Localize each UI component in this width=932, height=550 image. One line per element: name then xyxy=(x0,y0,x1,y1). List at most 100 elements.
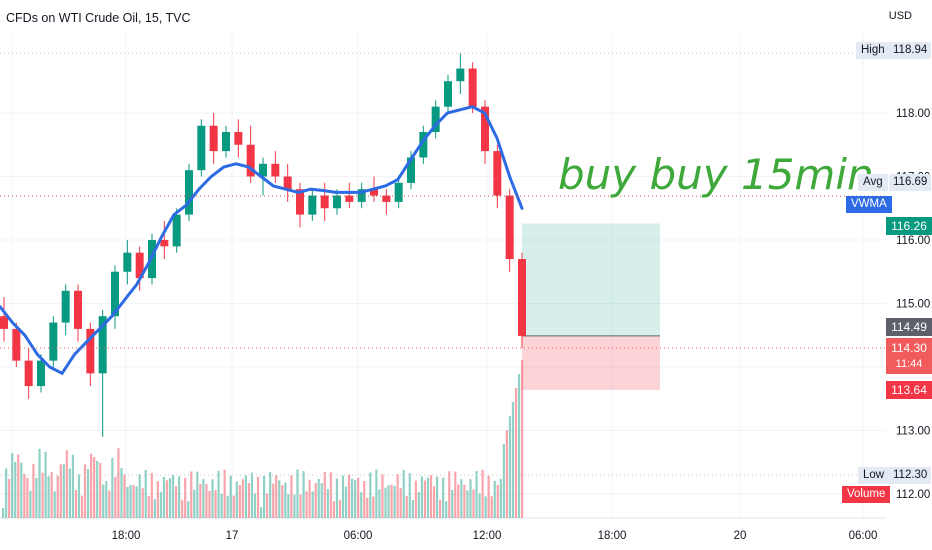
candle-body xyxy=(370,189,378,196)
volume-bar xyxy=(323,471,326,518)
target-zone xyxy=(522,223,660,336)
volume-bar xyxy=(490,496,493,518)
volume-bar xyxy=(93,457,96,518)
low-value: 112.30 xyxy=(889,467,932,484)
volume-bar xyxy=(226,495,229,518)
volume-bar xyxy=(111,457,114,518)
countdown-value: 11:44 xyxy=(895,358,923,370)
volume-bar xyxy=(511,402,515,518)
volume-bar xyxy=(454,471,457,518)
vwma-price-box: 116.26 xyxy=(886,217,932,235)
volume-bar xyxy=(363,481,366,518)
volume-bar xyxy=(393,485,396,518)
volume-bar xyxy=(514,388,518,518)
volume-bar xyxy=(517,374,521,518)
volume-bar xyxy=(378,489,381,518)
volume-bar xyxy=(311,491,314,518)
volume-bar xyxy=(217,471,220,518)
volume-bar xyxy=(196,471,199,518)
candle-body xyxy=(468,68,477,107)
volume-bar xyxy=(187,501,190,518)
candle-body xyxy=(308,195,317,215)
volume-bar xyxy=(278,480,281,518)
price-tick-label: 113.00 xyxy=(896,426,930,438)
volume-bar xyxy=(232,495,235,518)
price-tick-label: 116.00 xyxy=(896,235,930,247)
volume-bar xyxy=(520,360,524,518)
volume-bar xyxy=(263,475,266,518)
volume-bar xyxy=(174,486,178,518)
low-tag: Low xyxy=(858,467,890,484)
candle-body xyxy=(296,189,304,215)
volume-bar xyxy=(71,454,75,518)
volume-bar xyxy=(296,469,299,518)
annotation-text[interactable]: buy buy 15min xyxy=(558,150,874,199)
volume-bar xyxy=(381,474,384,518)
volume-bar xyxy=(238,485,241,518)
avg-tag: Avg xyxy=(858,174,888,191)
candle-body xyxy=(394,182,403,202)
volume-bar xyxy=(266,493,269,518)
time-tick-label: 12:00 xyxy=(473,530,502,542)
volume-bar xyxy=(423,480,427,518)
candle-body xyxy=(518,259,526,336)
volume-bar xyxy=(460,479,463,518)
volume-bar xyxy=(14,461,17,518)
volume-bar xyxy=(102,484,105,518)
volume-bar xyxy=(369,472,372,518)
candle-body xyxy=(74,290,82,329)
volume-bar xyxy=(284,482,287,518)
symbol-title[interactable]: CFDs on WTI Crude Oil, 15, TVC xyxy=(6,11,191,25)
volume-bar xyxy=(308,479,311,518)
volume-bar xyxy=(120,467,123,518)
candle-body xyxy=(197,125,206,171)
high-tag: High xyxy=(856,42,890,59)
volume-bar xyxy=(259,507,263,518)
volume-bar xyxy=(432,486,436,518)
candle-body xyxy=(382,195,391,202)
volume-bar xyxy=(281,485,284,518)
volume-bar xyxy=(475,471,478,518)
volume-bar xyxy=(411,500,414,518)
volume-bar xyxy=(178,476,181,518)
volume-bar xyxy=(402,470,405,518)
candle-body xyxy=(234,132,243,145)
volume-bar xyxy=(35,477,38,518)
volume-bar xyxy=(162,476,166,518)
time-tick-label: 18:00 xyxy=(598,530,627,542)
volume-bar xyxy=(208,491,211,518)
volume-bar xyxy=(68,468,71,518)
volume-bar xyxy=(244,475,247,518)
volume-bar xyxy=(351,478,354,518)
time-axis[interactable]: 18:00 17 06:00 12:00 18:00 20 06:00 xyxy=(112,530,878,542)
volume-bar xyxy=(132,484,135,518)
volume-bar xyxy=(123,474,126,518)
long-position-tool[interactable] xyxy=(522,223,660,390)
volume-bar xyxy=(50,471,53,518)
volume-bar xyxy=(138,474,141,518)
volume-bar xyxy=(290,475,293,518)
volume-bar xyxy=(329,472,332,518)
price-tick-label: 118.00 xyxy=(896,108,930,120)
candle-body xyxy=(456,68,465,82)
vwma-line xyxy=(0,105,524,376)
volume-bar xyxy=(272,483,275,518)
volume-bar xyxy=(17,454,20,518)
candle-body xyxy=(135,252,144,279)
currency-label[interactable]: USD xyxy=(888,10,912,22)
volume-bar xyxy=(448,471,451,518)
volume-bar xyxy=(445,501,448,518)
volume-bar xyxy=(496,485,499,518)
candle-body xyxy=(345,195,354,202)
candle-body xyxy=(320,195,329,209)
time-tick-label: 20 xyxy=(734,530,747,542)
time-tick-label: 17 xyxy=(226,530,239,542)
volume-bar xyxy=(80,495,84,518)
candle-body xyxy=(357,189,366,202)
volume-bar xyxy=(74,490,78,518)
price-axis[interactable]: 118.00117.00116.00115.00114.00113.00112.… xyxy=(896,108,930,501)
volume-bar xyxy=(90,453,93,518)
time-tick-label: 06:00 xyxy=(344,530,373,542)
volume-bar xyxy=(250,472,254,518)
